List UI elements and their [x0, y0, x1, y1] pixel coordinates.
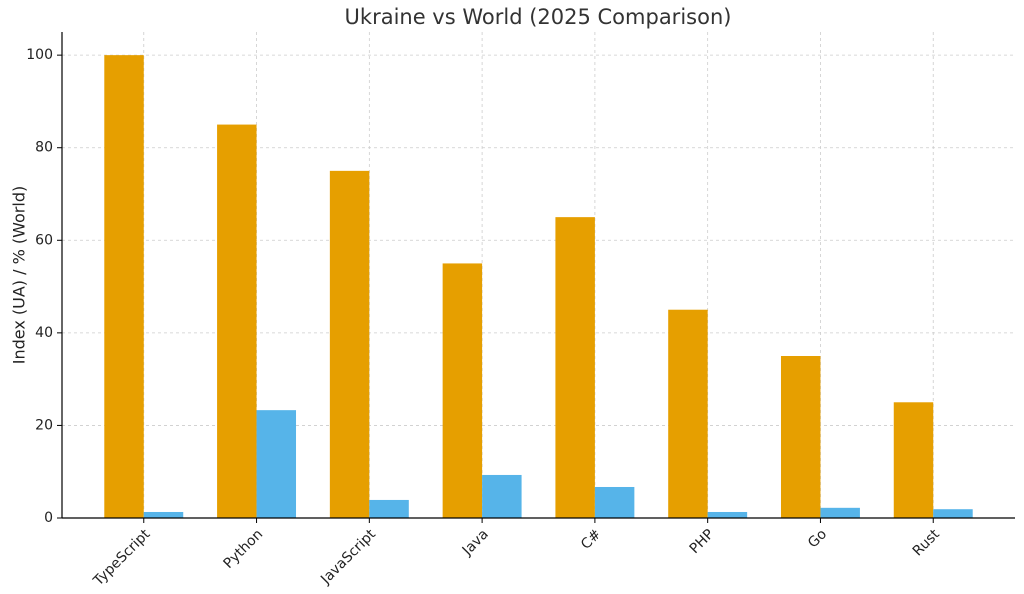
x-tick-label: JavaScript	[317, 526, 379, 588]
y-axis-label: Index (UA) / % (World)	[10, 186, 29, 364]
x-tick-label: Python	[221, 526, 267, 572]
bar	[369, 499, 409, 518]
bar	[707, 511, 748, 518]
x-tick-label: TypeScript	[90, 526, 154, 590]
grid	[62, 32, 1015, 519]
x-tick-label: C#	[578, 526, 605, 553]
chart-title: Ukraine vs World (2025 Comparison)	[345, 5, 732, 29]
bar	[482, 474, 522, 518]
y-tick-label: 20	[35, 417, 53, 433]
bar	[329, 170, 370, 518]
bar	[104, 55, 144, 519]
bar	[217, 124, 257, 519]
bar	[893, 402, 934, 518]
bar	[668, 309, 708, 518]
y-tick-label: 0	[44, 510, 53, 526]
bar	[442, 263, 483, 518]
bar	[256, 410, 297, 518]
y-tick-label: 60	[35, 232, 53, 248]
x-tick-label: PHP	[687, 526, 718, 557]
y-tick-label: 40	[35, 325, 53, 341]
bar	[780, 356, 821, 518]
bar	[143, 511, 184, 518]
plot	[104, 55, 973, 519]
y-tick-label: 80	[35, 140, 53, 156]
bar	[594, 486, 635, 518]
x-tick-label: Java	[459, 526, 492, 559]
x-tick-label: Go	[805, 526, 830, 551]
bar	[820, 507, 860, 518]
bar	[555, 217, 595, 518]
x-tick-label: Rust	[910, 526, 943, 559]
y-tick-label: 100	[26, 47, 53, 63]
bar	[933, 509, 973, 518]
